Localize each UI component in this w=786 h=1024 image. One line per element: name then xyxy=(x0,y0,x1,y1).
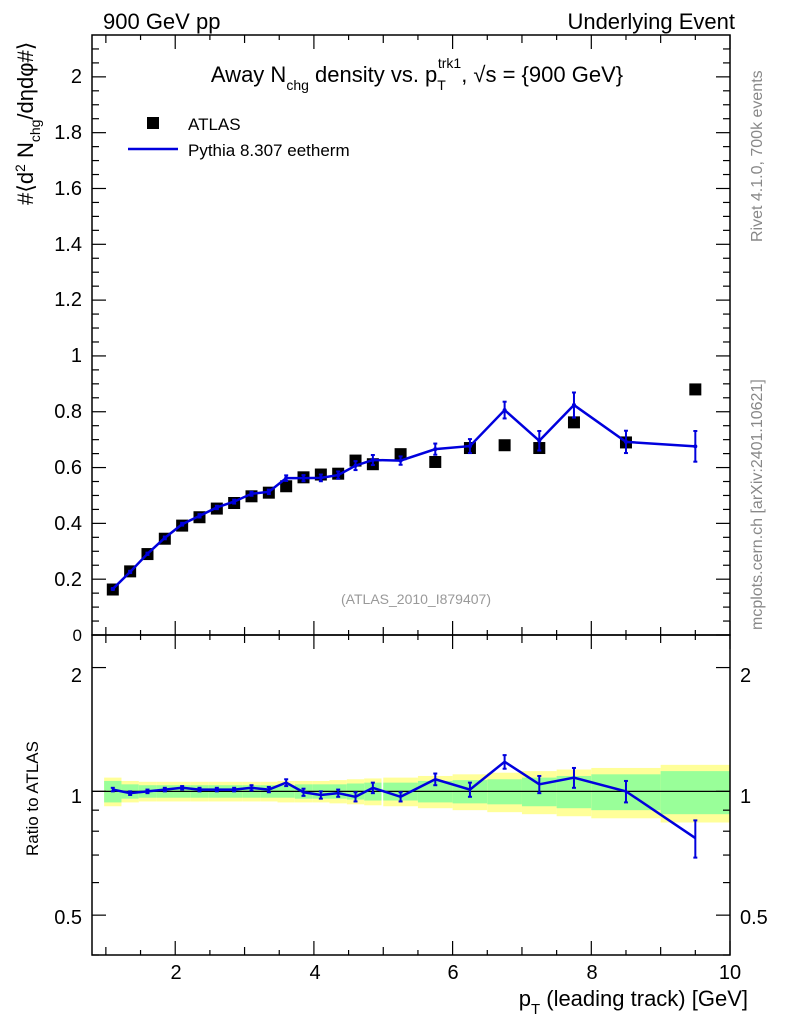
legend: ATLAS Pythia 8.307 eetherm xyxy=(128,115,350,160)
ratio-tick-label: 2 xyxy=(71,665,82,687)
pythia-point xyxy=(398,458,403,463)
y-tick-label: 0.2 xyxy=(54,569,82,591)
x-tick-label: 2 xyxy=(170,962,181,984)
pythia-point xyxy=(266,489,271,494)
ratio-mc-line xyxy=(112,760,697,840)
pythia-point xyxy=(232,499,237,504)
y-axis-label-main: #⟨d2 Nchg/dηdφ#⟩ xyxy=(12,42,43,205)
pythia-point xyxy=(318,475,323,480)
atlas-point xyxy=(689,383,702,396)
pythia-point xyxy=(197,513,202,518)
pythia-point xyxy=(145,551,150,556)
analysis-watermark: (ATLAS_2010_I879407) xyxy=(341,591,491,607)
pythia-point xyxy=(433,447,438,452)
atlas-point xyxy=(429,455,442,468)
x-tick-label: 4 xyxy=(309,962,320,984)
y-tick-labels-main: 0 0.2 0.4 0.6 0.8 1 1.2 1.4 1.6 1.8 2 xyxy=(54,66,82,645)
pythia-point xyxy=(370,458,375,463)
y-tick-labels-ratio: 0.5 1 2 0.5 1 2 xyxy=(54,665,768,929)
pythia-point xyxy=(162,535,167,540)
pythia-point xyxy=(128,569,133,574)
ratio-band-stat xyxy=(660,771,730,815)
pythia-point xyxy=(249,491,254,496)
y-tick-label: 1.6 xyxy=(54,178,82,200)
pythia-series xyxy=(110,391,698,591)
pythia-point xyxy=(502,408,507,413)
mcplots-label: mcplots.cern.ch [arXiv:2401.10621] xyxy=(749,379,766,630)
pythia-line xyxy=(111,403,696,590)
x-tick-label: 6 xyxy=(447,962,458,984)
y-tick-label: 1.4 xyxy=(54,234,82,256)
atlas-point xyxy=(394,448,407,461)
atlas-series xyxy=(106,383,702,596)
y-tick-label-zero: 0 xyxy=(73,626,82,645)
y-tick-label: 0.8 xyxy=(54,401,82,423)
ratio-plot-frame xyxy=(91,634,731,956)
legend-pythia-label: Pythia 8.307 eetherm xyxy=(188,141,350,160)
atlas-point xyxy=(280,480,293,493)
ratio-tick-label-right: 1 xyxy=(740,786,751,808)
legend-atlas-marker xyxy=(147,117,159,129)
header-left: 900 GeV pp xyxy=(103,9,220,34)
atlas-point xyxy=(567,416,580,429)
atlas-point xyxy=(498,439,511,452)
pythia-point xyxy=(336,473,341,478)
pythia-point xyxy=(537,438,542,443)
pythia-point xyxy=(214,505,219,510)
x-axis-label: pT (leading track) [GeV] xyxy=(519,986,748,1018)
y-tick-label: 2 xyxy=(71,66,82,88)
ratio-tick-label-right: 2 xyxy=(740,665,751,687)
pythia-point xyxy=(571,403,576,408)
y-tick-label: 0.6 xyxy=(54,457,82,479)
x-tick-label: 10 xyxy=(719,962,741,984)
y-tick-label: 1.8 xyxy=(54,122,82,144)
pythia-point xyxy=(301,476,306,481)
ratio-mc-series xyxy=(110,754,698,859)
pythia-point xyxy=(693,444,698,449)
axis-ticks xyxy=(92,35,731,956)
pythia-point xyxy=(284,476,289,481)
ratio-uncertainty-bands xyxy=(104,764,730,823)
ratio-tick-label: 1 xyxy=(71,786,82,808)
y-tick-label: 0.4 xyxy=(54,513,82,535)
pythia-point xyxy=(180,522,185,527)
ratio-tick-label-right: 0.5 xyxy=(740,907,768,929)
x-tick-labels: 2 4 6 8 10 xyxy=(170,962,741,984)
pythia-point xyxy=(467,444,472,449)
x-tick-label: 8 xyxy=(586,962,597,984)
pythia-point xyxy=(110,586,115,591)
pythia-point xyxy=(353,463,358,468)
ratio-tick-label: 0.5 xyxy=(54,907,82,929)
legend-atlas-label: ATLAS xyxy=(188,115,241,134)
chart-title: Away Nchg density vs. pTtrk1, √s = {900 … xyxy=(211,55,623,93)
y-axis-label-ratio: Ratio to ATLAS xyxy=(23,741,42,856)
header-right: Underlying Event xyxy=(567,9,735,34)
pythia-point xyxy=(623,439,628,444)
rivet-label: Rivet 4.1.0, 700k events xyxy=(749,70,766,242)
y-tick-label: 1.2 xyxy=(54,289,82,311)
y-tick-label: 1 xyxy=(71,345,82,367)
